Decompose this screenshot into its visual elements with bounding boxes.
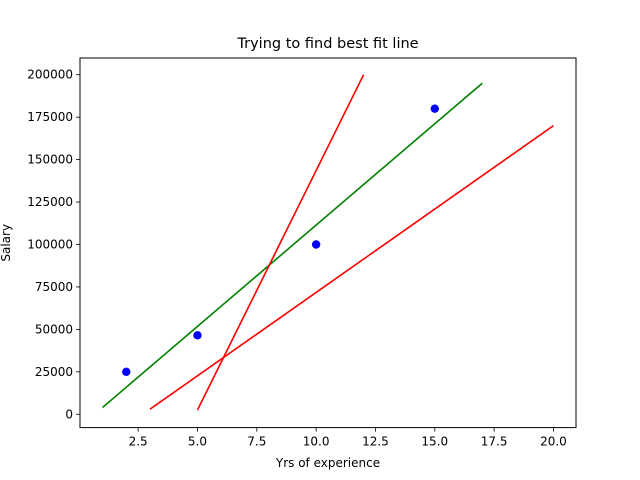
y-tick-label: 75000 bbox=[35, 280, 73, 294]
data-point-2 bbox=[193, 331, 202, 340]
x-tick-label: 20.0 bbox=[540, 435, 567, 449]
x-tick-label: 12.5 bbox=[362, 435, 389, 449]
y-axis-label: Salary bbox=[0, 224, 13, 262]
fit-lines bbox=[102, 74, 554, 411]
data-point-1 bbox=[122, 367, 131, 377]
y-tick-label: 200000 bbox=[27, 68, 73, 82]
y-tick-label: 50000 bbox=[35, 322, 73, 336]
x-tick-label: 17.5 bbox=[481, 435, 508, 449]
fit-line-2 bbox=[196, 74, 365, 411]
y-tick-label: 125000 bbox=[27, 195, 73, 209]
x-tick-label: 5.0 bbox=[188, 435, 207, 449]
fit-line-3 bbox=[149, 125, 554, 410]
x-tick-label: 2.5 bbox=[129, 435, 148, 449]
x-tick-label: 15.0 bbox=[421, 435, 448, 449]
x-tick-label: 10.0 bbox=[303, 435, 330, 449]
y-tick-label: 150000 bbox=[27, 153, 73, 167]
fit-line-1 bbox=[102, 82, 483, 409]
y-tick-label: 175000 bbox=[27, 110, 73, 124]
x-tick-label: 7.5 bbox=[247, 435, 266, 449]
data-point-4 bbox=[430, 104, 439, 113]
y-axis-ticks: 0 25000 50000 75000 100000 125000 150000 175000… bbox=[27, 68, 80, 421]
data-points bbox=[122, 104, 439, 377]
plot-area bbox=[79, 57, 577, 429]
data-point-3 bbox=[311, 240, 321, 249]
chart-title: Trying to find best fit line bbox=[236, 36, 418, 52]
x-axis-ticks: 2.5 5.0 7.5 10.0 12.5 15.0 17.5 20.0 bbox=[129, 427, 567, 449]
x-axis-label: Yrs of experience bbox=[275, 456, 380, 470]
y-tick-label: 0 bbox=[65, 407, 73, 421]
y-tick-label: 100000 bbox=[27, 237, 73, 251]
y-tick-label: 25000 bbox=[35, 365, 73, 379]
